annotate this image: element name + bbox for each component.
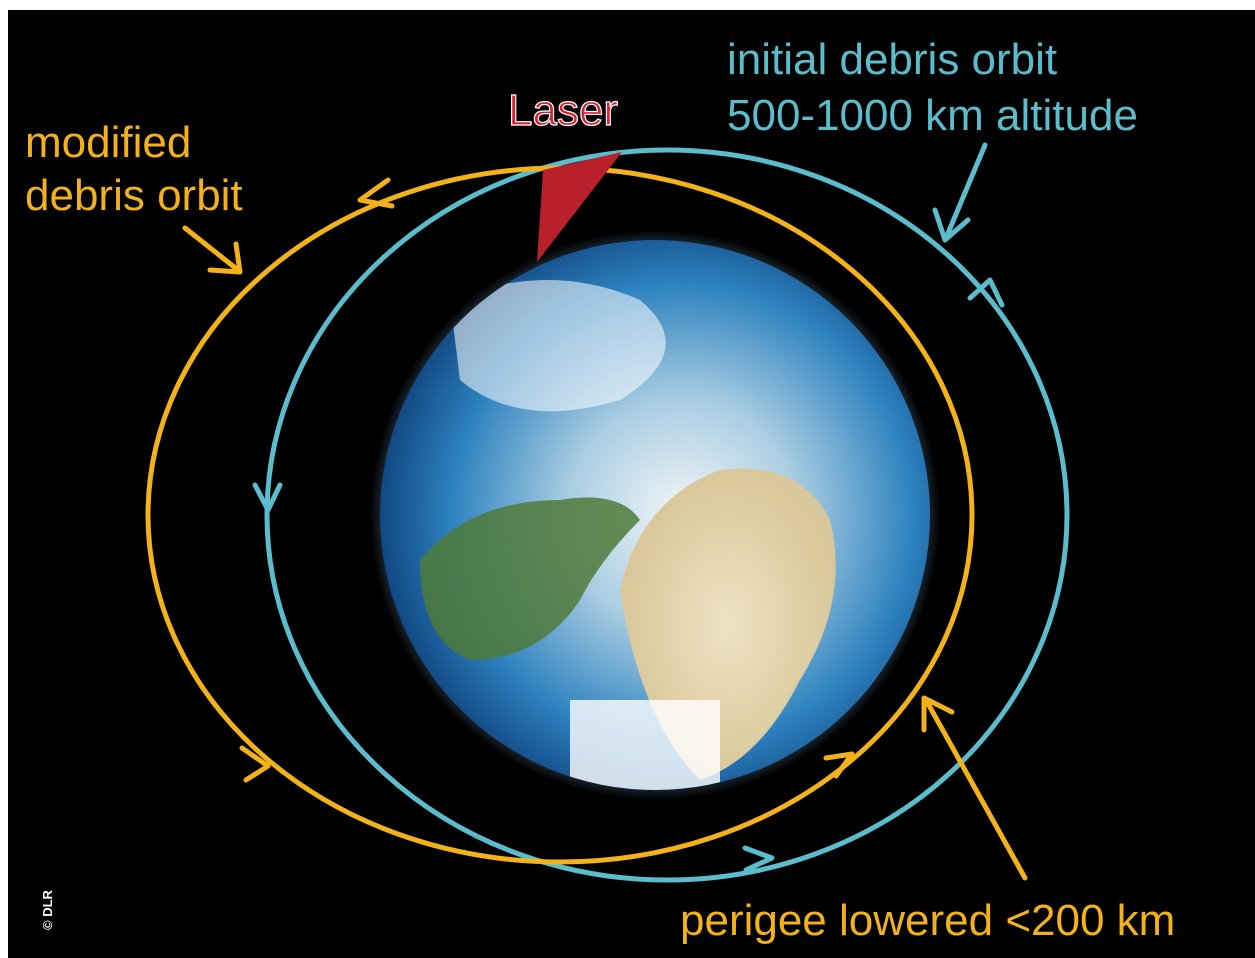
initial-orbit-label: 500-1000 km altitude [727,91,1138,140]
modified-orbit-label: modified [25,118,191,167]
diagram: modified debris orbit Laser initial debr… [0,0,1255,958]
credit: © DLR [40,889,55,930]
initial-orbit-label: initial debris orbit [727,35,1057,84]
modified-orbit-label: debris orbit [25,171,243,220]
perigee-label: perigee lowered <200 km [680,896,1175,945]
laser-label: Laser [508,86,618,135]
clouds [570,700,720,790]
